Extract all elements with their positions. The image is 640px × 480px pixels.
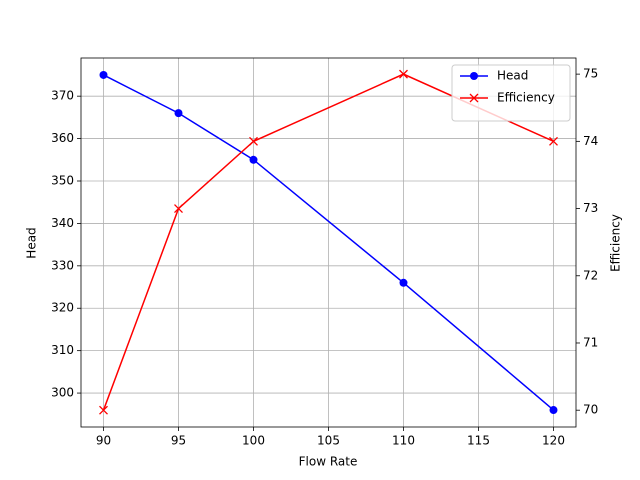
- y2-tick-label: 73: [583, 201, 598, 215]
- marker: [99, 70, 108, 79]
- y-tick-label: 310: [51, 343, 74, 357]
- x-tick-label: 100: [242, 434, 265, 448]
- x-tick-label: 105: [317, 434, 340, 448]
- y-tick-label: 360: [51, 131, 74, 145]
- y-tick-label: 300: [51, 386, 74, 400]
- x-axis-label: Flow Rate: [299, 455, 358, 469]
- y-tick-label: 330: [51, 258, 74, 272]
- marker: [249, 136, 258, 146]
- marker: [174, 204, 183, 214]
- marker: [549, 406, 558, 415]
- y-tick-label: 340: [51, 216, 74, 230]
- legend-label: Efficiency: [497, 91, 555, 105]
- marker: [174, 109, 183, 118]
- y2-tick-label: 74: [583, 134, 598, 148]
- legend: Head Efficiency: [451, 64, 571, 122]
- plot-frame: [80, 57, 577, 428]
- y-axis-label: Head: [25, 227, 39, 258]
- legend-label: Head: [497, 69, 528, 83]
- x-tick-label: 95: [171, 434, 186, 448]
- marker: [99, 405, 108, 415]
- y-tick-label: 370: [51, 89, 74, 103]
- marker: [549, 136, 558, 146]
- y2-axis-label: Efficiency: [609, 214, 623, 272]
- y2-tick-label: 72: [583, 268, 598, 282]
- x-tick-label: 115: [467, 434, 490, 448]
- marker: [249, 155, 258, 164]
- x-tick-label: 90: [96, 434, 111, 448]
- marker: [399, 278, 408, 287]
- y-tick-label: 320: [51, 301, 74, 315]
- legend-marker: [469, 93, 479, 103]
- x-tick-label: 110: [392, 434, 415, 448]
- y2-tick-label: 71: [583, 335, 598, 349]
- legend-marker: [470, 72, 478, 80]
- y2-tick-label: 70: [583, 403, 598, 417]
- marker: [399, 69, 408, 79]
- y-tick-label: 350: [51, 174, 74, 188]
- x-tick-label: 120: [542, 434, 565, 448]
- y2-tick-label: 75: [583, 67, 598, 81]
- legend-box: [451, 64, 571, 122]
